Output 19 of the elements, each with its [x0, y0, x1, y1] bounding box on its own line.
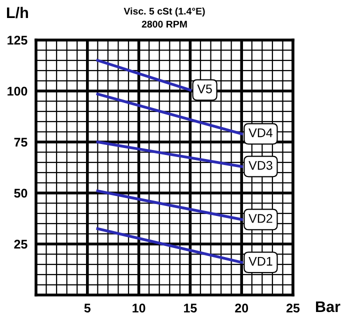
- x-tick-label: 20: [235, 304, 248, 313]
- y-tick-label: 100: [8, 86, 28, 96]
- y-tick-label: 125: [8, 36, 28, 45]
- series-label: VD3: [248, 160, 272, 170]
- x-tick-label: 25: [286, 304, 300, 313]
- y-axis-title: L/h: [7, 6, 28, 18]
- series-label: VD2: [248, 214, 272, 223]
- chart-title: Visc. 5 cSt (1.4°E): [124, 7, 205, 17]
- x-axis-title: Bar: [316, 301, 340, 312]
- y-tick-label: 25: [14, 240, 28, 249]
- x-tick-label: 15: [184, 304, 197, 313]
- y-tick-label: 75: [14, 138, 28, 147]
- series-label: VD4: [248, 128, 272, 138]
- series-label: V5: [197, 84, 212, 94]
- series-label: VD1: [248, 256, 272, 266]
- chart-subtitle: 2800 RPM: [142, 20, 187, 28]
- x-tick-label: 5: [84, 304, 91, 313]
- y-tick-label: 50: [14, 188, 28, 198]
- x-tick-label: 10: [132, 304, 146, 313]
